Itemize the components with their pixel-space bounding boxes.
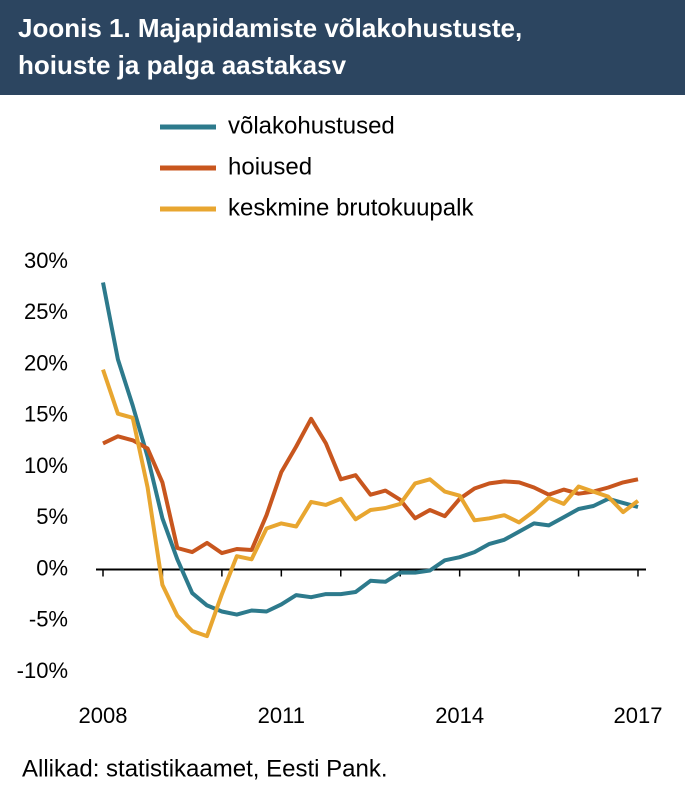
legend-label: võlakohustused [228,112,395,139]
y-tick-label: -10% [17,658,68,683]
header: Joonis 1. Majapidamiste võlakohustuste, … [0,0,685,95]
x-tick-label: 2008 [79,703,128,728]
x-tick-label: 2011 [258,703,305,728]
legend-label: hoiused [228,153,312,180]
y-tick-label: 30% [24,248,68,273]
x-tick-label: 2017 [614,703,663,728]
series-line [101,282,639,617]
y-tick-label: 10% [24,453,68,478]
y-tick-label: 20% [24,350,68,375]
y-tick-label: 0% [36,555,68,580]
legend-label: keskmine brutokuupalk [228,194,474,221]
x-tick-label: 2014 [435,703,484,728]
chart-title: Joonis 1. Majapidamiste võlakohustuste, … [18,13,523,80]
series-line [102,416,639,556]
y-tick-label: 5% [36,504,68,529]
source: Allikad: statistikaamet, Eesti Pank. [22,755,387,782]
series-line [101,368,640,639]
y-tick-label: 25% [24,299,68,324]
y-tick-label: 15% [24,402,68,427]
y-tick-label: -5% [29,607,68,632]
